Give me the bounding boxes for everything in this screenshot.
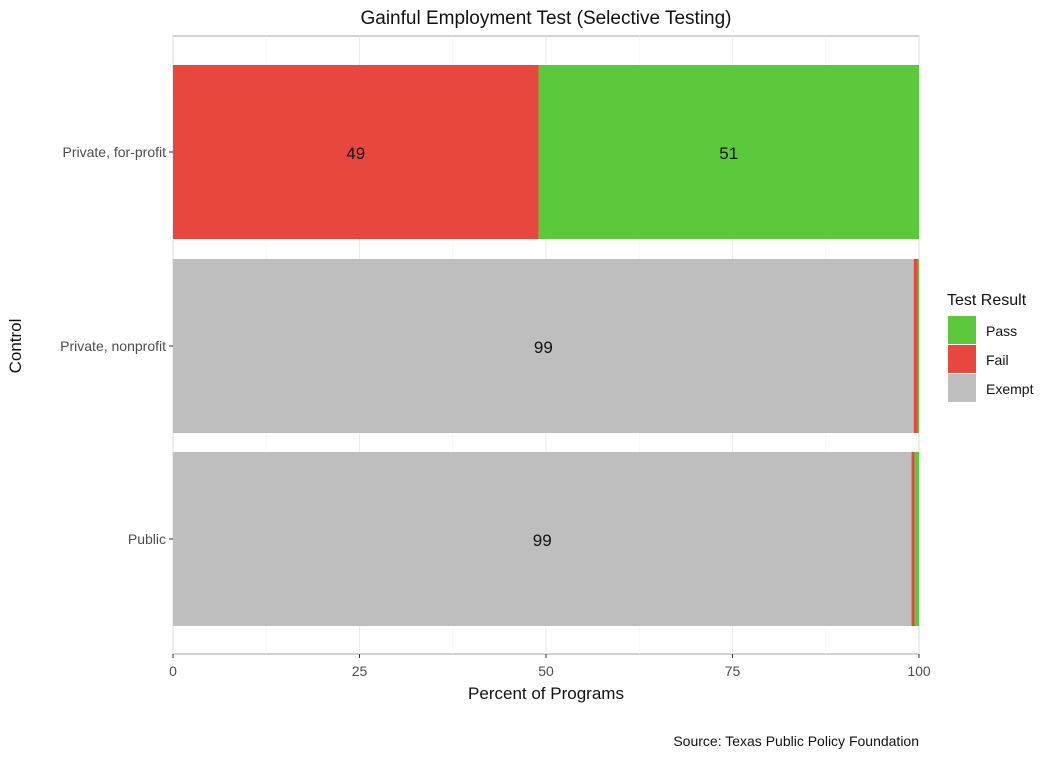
x-axis: 0 25 50 75 100 [169,654,931,679]
x-tick-label: 75 [725,663,741,679]
bar-segment-pass [914,452,919,626]
bar-segment-fail [913,259,918,433]
x-tick-label: 0 [169,663,177,679]
legend-label-pass: Pass [986,323,1017,339]
legend-label-fail: Fail [986,352,1009,368]
bar-segment-pass [917,259,919,433]
data-label: 99 [534,338,553,357]
x-tick-label: 50 [538,663,554,679]
data-label: 99 [533,531,552,550]
y-tick-label: Private, for-profit [63,144,167,160]
legend: Test Result Pass Fail Exempt [947,292,1034,402]
legend-key-fail [948,345,976,373]
source-caption: Source: Texas Public Policy Foundation [673,733,919,749]
bar-segment-fail [173,65,539,239]
data-label: 49 [346,144,365,163]
bar-layer [173,65,919,626]
y-tick-label: Public [128,531,166,547]
legend-title: Test Result [947,292,1027,309]
y-axis: Private, for-profit Private, nonprofit Pub… [60,144,173,547]
x-axis-title: Percent of Programs [468,684,624,703]
bar-segment-fail [911,452,915,626]
y-tick-label: Private, nonprofit [60,338,166,354]
x-tick-label: 100 [907,663,931,679]
bar-segment-exempt [173,259,914,433]
bar-segment-exempt [173,452,912,626]
legend-key-exempt [948,374,976,402]
bar-segment-pass [538,65,919,239]
x-tick-label: 25 [352,663,368,679]
chart-title: Gainful Employment Test (Selective Testi… [360,8,731,29]
legend-entries: Pass Fail Exempt [948,316,1034,402]
legend-label-exempt: Exempt [986,381,1034,397]
data-label: 51 [719,144,738,163]
data-label-layer: 49 51 99 99 [346,144,738,550]
legend-key-pass [948,316,976,344]
y-axis-title: Control [6,319,25,374]
